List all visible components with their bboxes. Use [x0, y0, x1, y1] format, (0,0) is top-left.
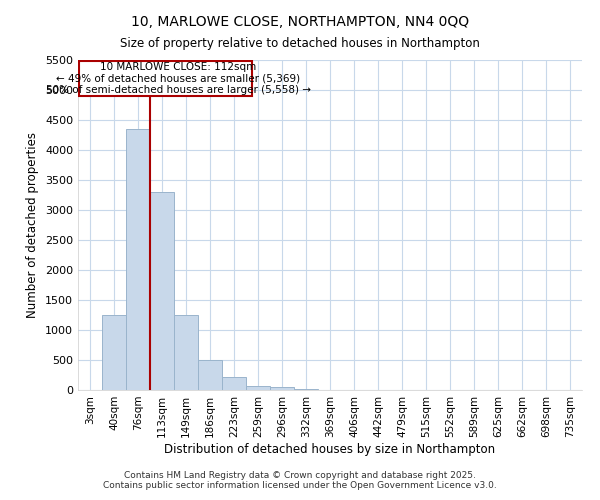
Bar: [126, 129, 150, 390]
Y-axis label: Number of detached properties: Number of detached properties: [26, 132, 40, 318]
Bar: [150, 192, 174, 390]
Bar: [198, 360, 222, 390]
Bar: [246, 386, 270, 390]
Text: 10, MARLOWE CLOSE, NORTHAMPTON, NN4 0QQ: 10, MARLOWE CLOSE, NORTHAMPTON, NN4 0QQ: [131, 15, 469, 29]
X-axis label: Distribution of detached houses by size in Northampton: Distribution of detached houses by size …: [164, 442, 496, 456]
Bar: [294, 388, 318, 390]
Bar: [270, 387, 294, 390]
Text: Size of property relative to detached houses in Northampton: Size of property relative to detached ho…: [120, 38, 480, 51]
Bar: [222, 376, 246, 390]
Text: Contains HM Land Registry data © Crown copyright and database right 2025.
Contai: Contains HM Land Registry data © Crown c…: [103, 470, 497, 490]
FancyBboxPatch shape: [79, 61, 252, 96]
Bar: [102, 315, 126, 390]
Bar: [174, 315, 198, 390]
Text: 10 MARLOWE CLOSE: 112sqm
← 49% of detached houses are smaller (5,369)
50% of sem: 10 MARLOWE CLOSE: 112sqm ← 49% of detach…: [46, 62, 311, 95]
